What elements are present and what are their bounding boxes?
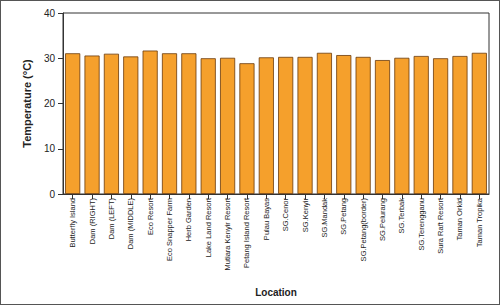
svg-text:40: 40 — [44, 8, 56, 19]
svg-text:Dam (MIDDLE): Dam (MIDDLE) — [126, 198, 135, 250]
svg-text:Dam (RIGHT): Dam (RIGHT) — [88, 198, 97, 245]
svg-text:Temperature (°C): Temperature (°C) — [21, 59, 33, 148]
svg-text:Eco Resort: Eco Resort — [146, 197, 155, 235]
svg-text:30: 30 — [44, 53, 56, 64]
svg-text:Eco Snapper Farm: Eco Snapper Farm — [165, 198, 174, 261]
svg-text:SG.Petang(border): SG.Petang(border) — [359, 198, 368, 262]
svg-text:Petang Island Resort: Petang Island Resort — [242, 197, 251, 268]
svg-text:SG.Terengganu: SG.Terengganu — [417, 198, 426, 251]
svg-text:SG.Petang: SG.Petang — [339, 198, 348, 235]
svg-text:Location: Location — [255, 287, 297, 298]
svg-text:20: 20 — [44, 98, 56, 109]
svg-text:Taman Orkid: Taman Orkid — [455, 198, 464, 241]
svg-text:SG.Mandak: SG.Mandak — [320, 198, 329, 238]
svg-text:SG.Cenor: SG.Cenor — [281, 198, 290, 232]
svg-text:Pulau Bayas: Pulau Bayas — [262, 198, 271, 240]
svg-text:Taman Tropika: Taman Tropika — [475, 197, 484, 247]
svg-text:SG.Pelurang: SG.Pelurang — [378, 198, 387, 241]
svg-text:10: 10 — [44, 143, 56, 154]
svg-text:Dam (LEFT): Dam (LEFT) — [107, 197, 116, 239]
svg-text:Lake Land Resort: Lake Land Resort — [204, 197, 213, 257]
svg-text:Butterfly Island: Butterfly Island — [68, 198, 77, 248]
svg-text:Sura Raft Resort: Sura Raft Resort — [436, 197, 445, 254]
svg-text:SG.Kenyir: SG.Kenyir — [301, 198, 310, 233]
svg-text:Herb Garden: Herb Garden — [184, 198, 193, 241]
svg-text:SG.Terbak: SG.Terbak — [397, 198, 406, 234]
svg-text:0: 0 — [49, 189, 55, 200]
svg-text:Mutiara Kenyir Resort: Mutiara Kenyir Resort — [223, 197, 232, 270]
